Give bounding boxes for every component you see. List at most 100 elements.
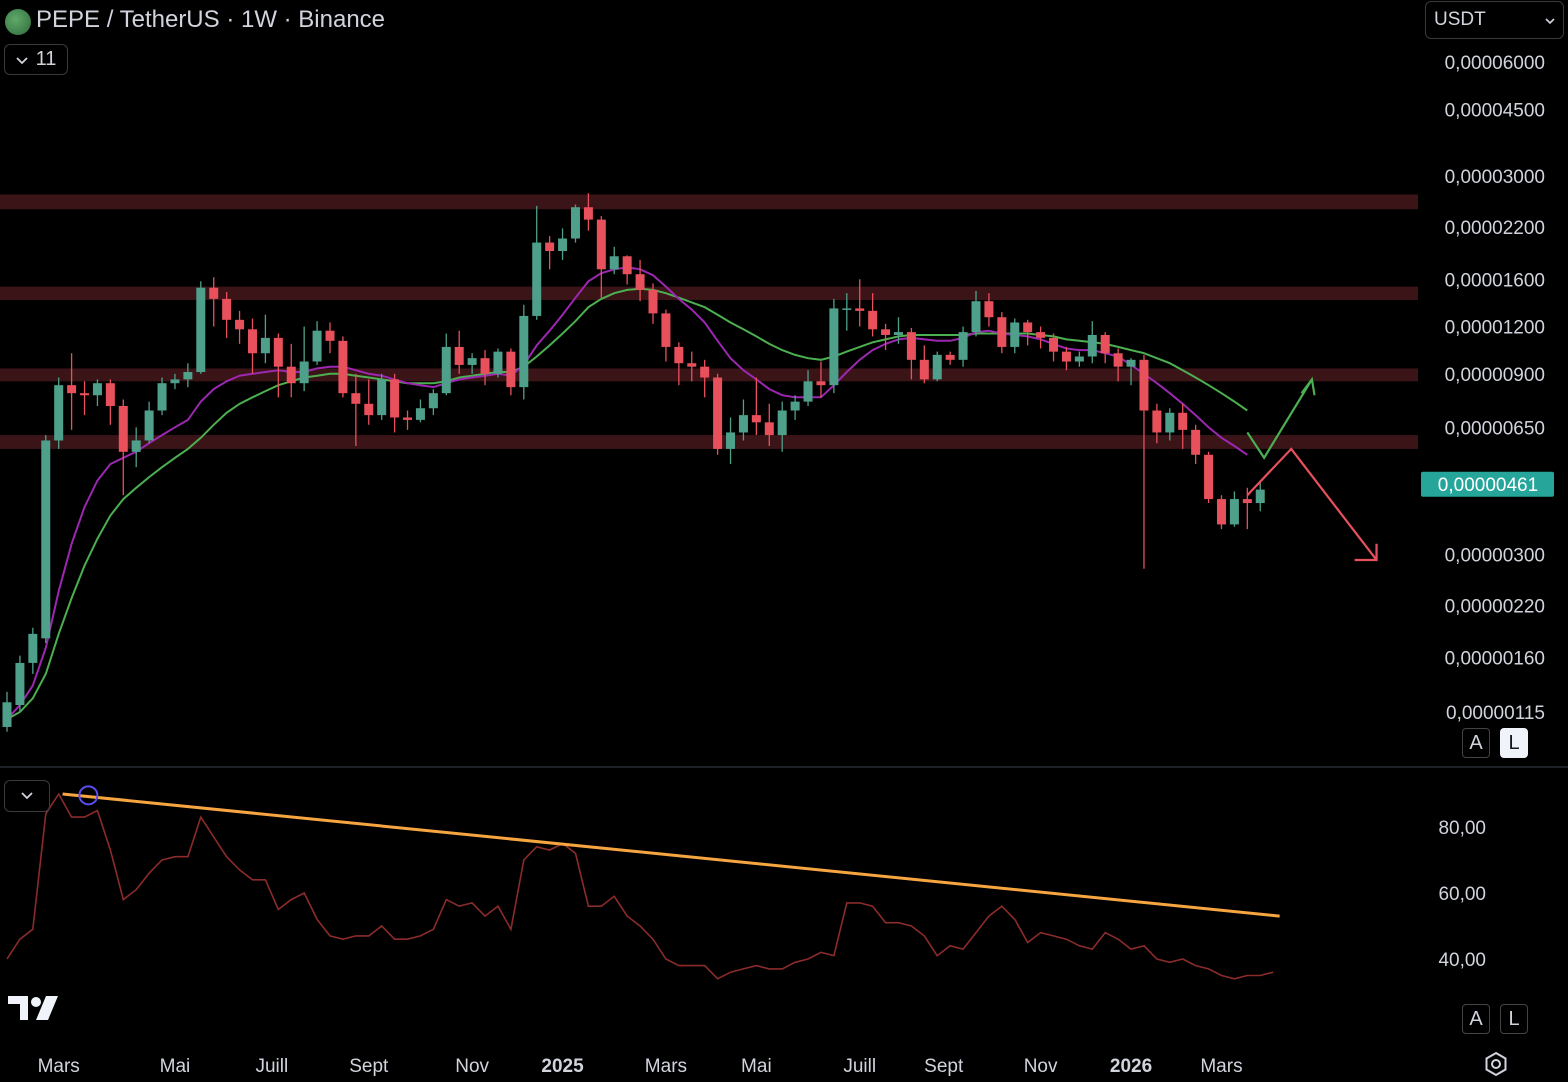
candle (183, 363, 193, 388)
candle (687, 351, 697, 382)
candle-body (1100, 334, 1110, 354)
candle-body (1087, 334, 1097, 357)
price-tick-label: 0,00000160 (1445, 649, 1545, 670)
candle-body (764, 422, 774, 436)
candle-body (273, 337, 283, 367)
candle-body (260, 337, 270, 354)
candle (1061, 346, 1071, 371)
replay-icon[interactable] (78, 785, 99, 806)
rsi-auto-scale-button[interactable]: A (1462, 1004, 1490, 1034)
candle-body (596, 219, 606, 270)
candle (1023, 319, 1033, 346)
chevron-down-icon (15, 48, 28, 71)
candle-body (351, 393, 361, 404)
candle (377, 373, 387, 420)
candle-body (131, 440, 141, 452)
candle-body (170, 379, 180, 384)
candle-body (506, 351, 516, 388)
candle (997, 312, 1007, 354)
gear-icon[interactable] (1483, 1051, 1509, 1077)
candle (144, 401, 154, 444)
candle (881, 323, 891, 351)
candle-body (622, 256, 632, 275)
rsi-tick-label: 80,00 (1438, 818, 1486, 839)
candle-body (118, 405, 128, 452)
candle (803, 370, 813, 406)
candle (1126, 358, 1136, 386)
rsi-pane (6, 785, 1280, 980)
candle-body (868, 310, 878, 330)
time-tick-label: Mars (38, 1056, 80, 1077)
candle (532, 205, 542, 320)
resistance-zones (0, 194, 1418, 449)
candle (428, 389, 438, 416)
candle-body (906, 332, 916, 360)
candle-body (377, 379, 387, 416)
candle-body (299, 361, 309, 384)
time-tick-label: Nov (455, 1056, 489, 1077)
rsi-tick-label: 60,00 (1438, 884, 1486, 905)
candle-body (738, 415, 748, 433)
indicators-toggle[interactable]: 11 (4, 44, 68, 75)
rsi-scale[interactable]: 80,00 60,00 40,00 (1438, 818, 1486, 971)
current-price-label: 0,00000461 (1438, 475, 1538, 496)
auto-scale-button[interactable]: A (1462, 728, 1490, 758)
rsi-pane-collapse-button[interactable] (4, 780, 50, 812)
candle (1036, 326, 1046, 349)
price-scale[interactable]: 0,00006000 0,00004500 0,00003000 0,00002200… (1445, 53, 1545, 724)
candle-body (803, 381, 813, 402)
pepe-coin-icon (5, 9, 31, 35)
ma-fast-line (6, 266, 1248, 720)
time-tick-label: Juill (255, 1056, 288, 1077)
candle (609, 246, 619, 275)
candle (1178, 403, 1188, 449)
candle (1139, 354, 1149, 569)
candle-body (1242, 499, 1252, 504)
candle-body (1152, 410, 1162, 433)
time-tick-label: 2026 (1110, 1056, 1152, 1077)
candle-body (687, 363, 697, 367)
forecast-arrowhead-down (1354, 543, 1378, 562)
candle-body (1216, 499, 1226, 525)
candle-body (428, 393, 438, 409)
candle (105, 379, 115, 425)
candle-body (1023, 322, 1033, 333)
log-scale-button[interactable]: L (1500, 728, 1528, 758)
price-tick-label: 0,00000220 (1445, 596, 1545, 617)
candle-body (1178, 412, 1188, 430)
candle (519, 304, 529, 400)
candle (506, 348, 516, 396)
candle-body (1036, 332, 1046, 338)
candle (390, 373, 400, 433)
candle (648, 283, 658, 324)
symbol-title[interactable]: PEPE / TetherUS · 1W · Binance (36, 6, 386, 33)
candle-body (661, 313, 671, 347)
candle-body (790, 401, 800, 411)
candle-body (932, 354, 942, 380)
price-tick-label: 0,00006000 (1445, 53, 1545, 74)
price-tick-label: 0,00000300 (1445, 545, 1545, 566)
candle-body (609, 256, 619, 270)
candle (312, 321, 322, 365)
moving-averages (6, 266, 1248, 721)
candle-body (545, 242, 555, 252)
time-tick-label: Mai (741, 1056, 772, 1077)
time-scale[interactable]: Mars Mai Juill Sept Nov 2025 Mars Mai Juill Sept N… (38, 1056, 1243, 1077)
tradingview-logo-icon[interactable] (8, 994, 60, 1022)
candle (545, 236, 555, 270)
price-tick-label: 0,00001600 (1445, 270, 1545, 291)
candle-body (855, 308, 865, 311)
candle-body (92, 383, 102, 396)
candle-body (713, 377, 723, 449)
currency-select[interactable]: USDT (1425, 1, 1564, 39)
price-tick-label: 0,00004500 (1445, 100, 1545, 121)
time-tick-label: Mars (1200, 1056, 1242, 1077)
resistance-zone (0, 286, 1418, 301)
forecast-arrow-down (1246, 447, 1378, 561)
candle (1010, 318, 1020, 354)
candle-body (919, 359, 929, 380)
rsi-log-scale-button[interactable]: L (1500, 1004, 1528, 1034)
rsi-tick-label: 40,00 (1438, 950, 1486, 971)
candle-body (997, 317, 1007, 347)
